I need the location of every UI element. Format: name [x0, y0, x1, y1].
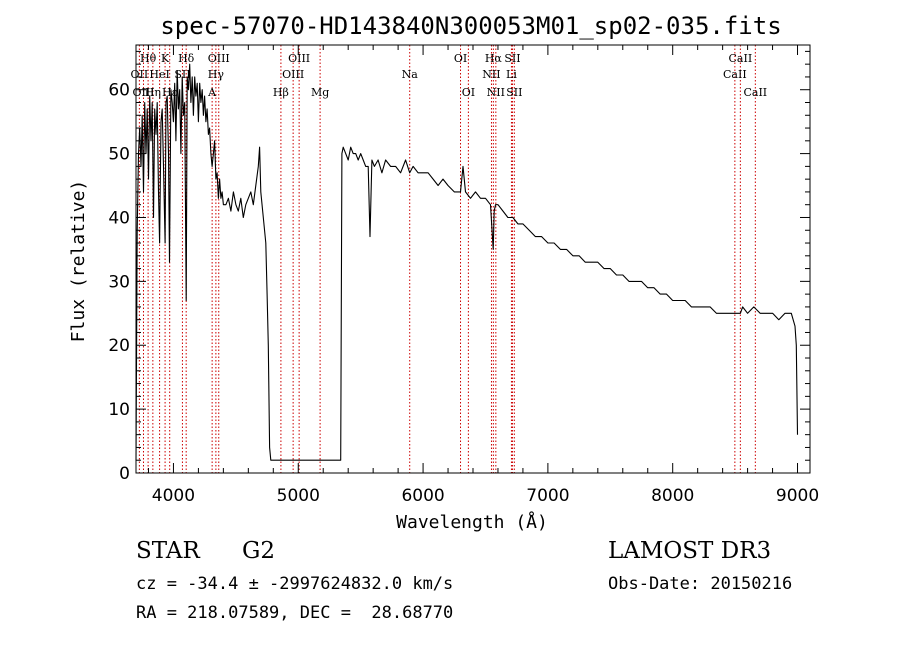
- marker-label-13: OIII: [282, 68, 304, 81]
- marker-label-12: OIII: [288, 52, 310, 65]
- axes: [135, 44, 811, 474]
- marker-label-2: OIII: [132, 86, 154, 99]
- survey-name: LAMOST DR3: [608, 538, 772, 564]
- series-line-0: [135, 63, 799, 461]
- marker-label-15: Mg: [311, 86, 329, 99]
- marker-label-18: OI: [462, 86, 475, 99]
- marker-label-26: CaII: [723, 68, 747, 81]
- marker-label-19: Hα: [485, 52, 503, 65]
- x-tick-label-5: 9000: [776, 486, 819, 506]
- marker-label-10: Hγ: [208, 68, 225, 81]
- y-tick-label-0: 0: [119, 464, 130, 484]
- marker-label-22: SII: [504, 52, 520, 65]
- marker-label-3: HeI: [149, 68, 169, 81]
- ticks: 4000 5000 6000 7000 8000 9000 0 10 20 30 40 50 60: [108, 45, 819, 506]
- marker-label-23: Li: [506, 68, 517, 81]
- marker-label-8: Hδ: [178, 52, 195, 65]
- marker-label-21: NII: [487, 86, 505, 99]
- marker-label-14: Hβ: [273, 86, 289, 99]
- redshift-line: cz = -34.4 ± -2997624832.0 km/s: [136, 574, 454, 594]
- marker-label-16: Na: [402, 68, 419, 81]
- x-axis-label: Wavelength (Å): [396, 511, 548, 533]
- y-axis-label: Flux (relative): [68, 180, 89, 343]
- y-tick-label-4: 40: [108, 208, 130, 228]
- emission-line-markers: [138, 45, 756, 473]
- marker-label-1: Hθ: [140, 52, 157, 65]
- marker-label-11: A: [207, 86, 217, 99]
- plot-frame: [135, 44, 811, 474]
- marker-label-6: SII: [174, 68, 190, 81]
- chart-title: spec-57070-HD143840N300053M01_sp02-035.f…: [160, 12, 781, 40]
- y-tick-label-1: 10: [108, 400, 130, 420]
- x-tick-label-3: 7000: [526, 486, 569, 506]
- marker-label-24: SII: [506, 86, 522, 99]
- marker-label-0: OII: [131, 68, 149, 81]
- series-layer: [135, 63, 799, 461]
- y-tick-label-2: 20: [108, 336, 130, 356]
- marker-label-5: K: [161, 52, 170, 65]
- marker-label-27: CaII: [743, 86, 767, 99]
- ra-dec-line: RA = 218.07589, DEC = 28.68770: [136, 603, 454, 623]
- x-tick-label-2: 6000: [401, 486, 444, 506]
- y-tick-label-6: 60: [108, 81, 130, 101]
- marker-label-7: Hε: [162, 86, 178, 99]
- x-tick-label-4: 8000: [651, 486, 694, 506]
- y-tick-label-3: 30: [108, 272, 130, 292]
- subclass: G2: [242, 538, 276, 564]
- marker-label-4: Hη: [145, 86, 161, 99]
- x-tick-label-0: 4000: [152, 486, 195, 506]
- object-class: STAR: [136, 538, 200, 564]
- marker-label-20: NII: [482, 68, 500, 81]
- marker-label-9: OIII: [208, 52, 230, 65]
- marker-label-25: CaII: [729, 52, 753, 65]
- x-tick-label-1: 5000: [277, 486, 320, 506]
- y-tick-label-5: 50: [108, 145, 130, 165]
- marker-labels: OII Hθ OIII HeI Hη K SII Hε Hδ OIII Hγ A OIII OIII Hβ M…: [131, 52, 768, 99]
- obs-date: Obs-Date: 20150216: [608, 574, 793, 594]
- marker-label-17: OI: [454, 52, 467, 65]
